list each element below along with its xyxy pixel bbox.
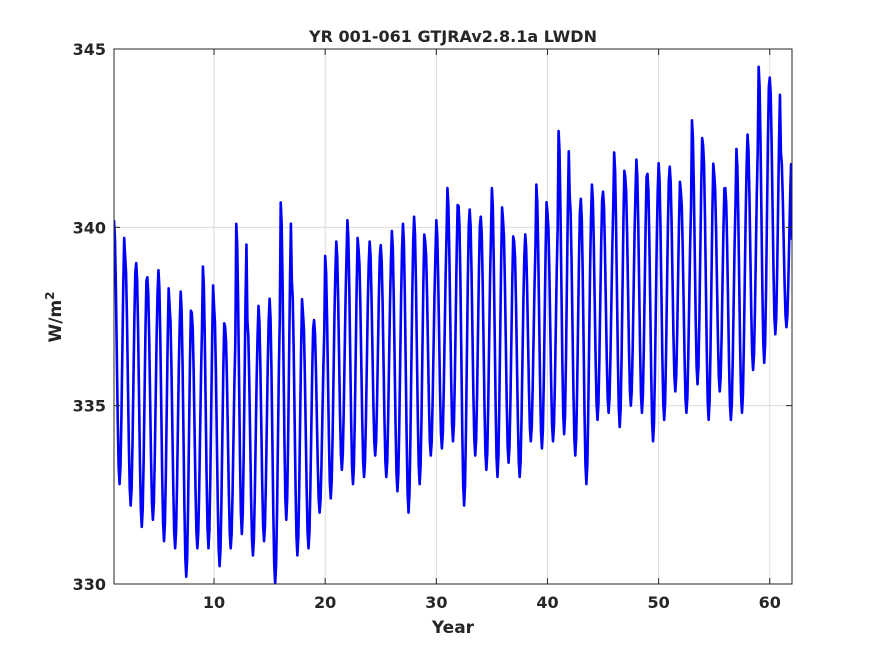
- y-axis-ticks: 330 335 340 345: [73, 40, 792, 594]
- x-axis-label: Year: [431, 618, 475, 638]
- x-tick-label: 60: [759, 593, 781, 612]
- lwdn-series-line: [114, 65, 792, 584]
- x-tick-label: 40: [536, 593, 558, 612]
- x-axis-ticks: 10 20 30 40 50 60: [203, 49, 781, 612]
- y-axis-label-superscript: 2: [43, 291, 57, 299]
- y-tick-label: 340: [73, 218, 106, 237]
- chart-title: YR 001-061 GTJRAv2.8.1a LWDN: [308, 27, 597, 46]
- y-axis-label-base: W/m: [46, 300, 66, 343]
- x-tick-label: 30: [425, 593, 447, 612]
- x-tick-label: 50: [647, 593, 669, 612]
- plot-frame: [113, 48, 793, 585]
- y-axis-label: W/m2: [43, 291, 66, 342]
- x-tick-label: 10: [203, 593, 225, 612]
- y-tick-label: 345: [73, 40, 106, 59]
- y-tick-label: 330: [73, 575, 106, 594]
- plot-area: [114, 49, 792, 584]
- x-tick-label: 20: [314, 593, 336, 612]
- y-tick-label: 335: [73, 397, 106, 416]
